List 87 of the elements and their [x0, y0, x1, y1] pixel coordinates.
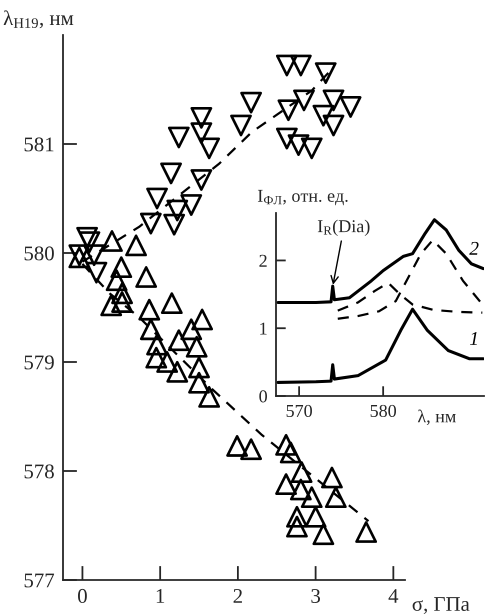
point — [190, 122, 212, 144]
point — [138, 298, 160, 321]
point — [180, 318, 202, 340]
series-label: 2 — [469, 242, 479, 255]
line-series — [276, 308, 484, 384]
point — [300, 137, 323, 160]
y-axis-title: I$_{ФЛ}$, отн. ед. — [258, 190, 348, 206]
x-tick-label: 3 — [311, 588, 320, 603]
point — [286, 506, 308, 528]
point — [188, 356, 210, 378]
point — [290, 478, 312, 500]
series-label: 1 — [470, 332, 477, 345]
point — [101, 230, 123, 252]
y-tick-label: 2 — [259, 254, 267, 267]
point — [312, 523, 334, 546]
point — [278, 99, 300, 122]
point — [156, 351, 178, 373]
point — [111, 282, 133, 304]
point — [293, 90, 315, 112]
point — [355, 521, 378, 543]
x-tick-label: 2 — [234, 588, 242, 603]
point — [106, 269, 128, 292]
point — [324, 486, 347, 508]
point — [322, 90, 344, 112]
point — [111, 291, 133, 313]
point — [186, 336, 208, 358]
point — [83, 244, 105, 266]
point — [286, 516, 308, 538]
point — [276, 54, 298, 76]
point — [110, 256, 132, 278]
x-tick-label: 570 — [286, 404, 312, 418]
y-tick-label: 577 — [24, 574, 54, 588]
point — [280, 442, 302, 464]
point — [314, 62, 337, 84]
point — [145, 346, 168, 369]
point — [160, 162, 182, 184]
point — [321, 466, 343, 488]
point — [275, 434, 297, 456]
x-tick-label: 4 — [388, 589, 398, 603]
point — [240, 92, 262, 114]
point — [146, 188, 168, 210]
point — [140, 212, 162, 234]
point — [288, 134, 310, 156]
point — [168, 329, 190, 352]
point — [146, 334, 168, 356]
point — [198, 386, 220, 408]
point — [198, 137, 220, 160]
point — [226, 435, 248, 457]
point — [312, 104, 334, 127]
point — [276, 128, 298, 150]
point — [290, 54, 312, 76]
point — [78, 231, 100, 253]
point — [168, 126, 190, 148]
point — [160, 292, 183, 314]
y-tick-label: 578 — [24, 464, 54, 478]
y-tick-label: 1 — [260, 322, 267, 334]
point — [191, 308, 214, 330]
x-tick-label: 1 — [156, 589, 164, 603]
point — [290, 461, 313, 483]
point — [190, 169, 212, 191]
point — [166, 360, 188, 383]
point — [322, 114, 344, 136]
point — [86, 262, 108, 284]
x-axis-title: λ, нм — [418, 410, 456, 426]
point — [180, 194, 202, 216]
x-axis-title: σ, ГПа — [412, 597, 470, 614]
y-tick-label: 580 — [24, 246, 54, 260]
y-tick-label: 581 — [24, 137, 54, 152]
y-tick-label: 0 — [259, 390, 267, 402]
point — [135, 266, 158, 288]
line-series — [336, 239, 484, 320]
annotation: I$_{R}$(Dia) — [318, 220, 370, 236]
point — [100, 294, 122, 316]
line-series — [276, 218, 484, 304]
point — [340, 96, 362, 118]
point — [163, 214, 186, 236]
x-tick-label: 0 — [78, 588, 87, 603]
point — [125, 234, 147, 256]
y-tick-label: 579 — [24, 355, 54, 370]
point — [188, 372, 210, 394]
point — [240, 438, 262, 460]
point — [230, 114, 252, 136]
point — [190, 106, 212, 129]
y-axis-title: λ$_{H19}$, нм — [4, 10, 74, 28]
point — [300, 486, 323, 508]
point — [166, 200, 188, 222]
point — [275, 473, 297, 495]
